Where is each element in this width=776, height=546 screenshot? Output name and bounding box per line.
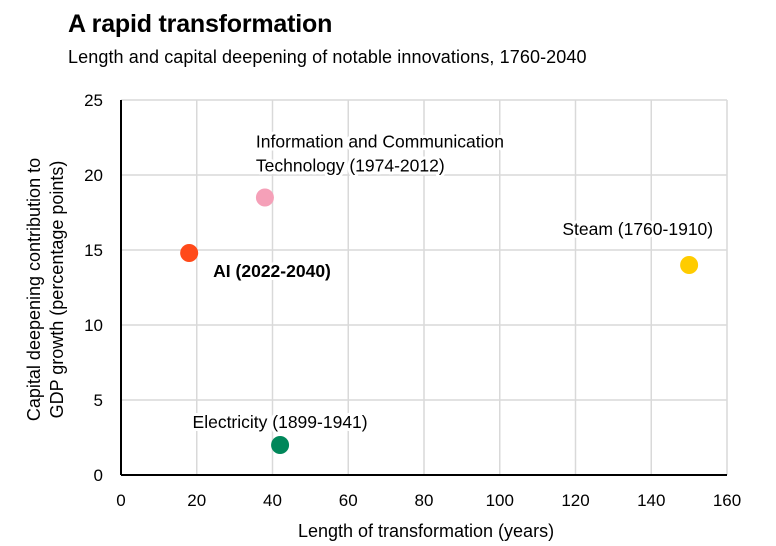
- y-tick-label-10: 10: [84, 316, 103, 335]
- x-tick-label-20: 20: [187, 491, 206, 510]
- tick-labels: 0 20 40 60 80 100 120 140 160 0 5 10 15 20 25: [84, 91, 741, 510]
- chart-subtitle: Length and capital deepening of notable …: [68, 47, 587, 67]
- chart-title: A rapid transformation: [68, 10, 333, 38]
- x-tick-label-40: 40: [263, 491, 282, 510]
- y-axis-title-line-1: Capital deepening contribution to: [24, 158, 44, 421]
- x-axis-title: Length of transformation (years): [298, 521, 554, 541]
- data-point-electricity: [271, 436, 290, 454]
- x-tick-label-80: 80: [415, 491, 434, 510]
- y-tick-label-20: 20: [84, 166, 103, 185]
- grid-lines: [121, 99, 728, 475]
- y-tick-label-15: 15: [84, 241, 103, 260]
- y-tick-label-5: 5: [94, 391, 103, 410]
- y-tick-label-0: 0: [94, 466, 103, 485]
- axes: [120, 100, 727, 476]
- x-tick-label-160: 160: [713, 491, 741, 510]
- data-point-ict: [255, 188, 274, 207]
- data-point-ai: [180, 244, 199, 262]
- point-label-steam: Steam (1760-1910): [562, 219, 713, 239]
- x-tick-label-0: 0: [116, 491, 125, 510]
- y-tick-label-25: 25: [84, 91, 103, 110]
- x-tick-label-60: 60: [339, 491, 358, 510]
- data-points: [180, 188, 699, 454]
- point-labels: Information and Communication Technology …: [190, 129, 717, 436]
- x-tick-label-140: 140: [637, 491, 665, 510]
- point-label-ict-line-2: Technology (1974-2012): [256, 156, 445, 176]
- axis-titles: Length of transformation (years) Capital …: [24, 158, 554, 541]
- x-tick-label-100: 100: [486, 491, 514, 510]
- x-tick-label-120: 120: [561, 491, 589, 510]
- y-axis-title-line-2: GDP growth (percentage points): [47, 161, 67, 419]
- point-label-electricity: Electricity (1899-1941): [193, 412, 368, 432]
- point-label-ai: AI (2022-2040): [213, 261, 331, 281]
- data-point-steam: [680, 256, 699, 274]
- point-label-ict-line-1: Information and Communication: [256, 132, 504, 152]
